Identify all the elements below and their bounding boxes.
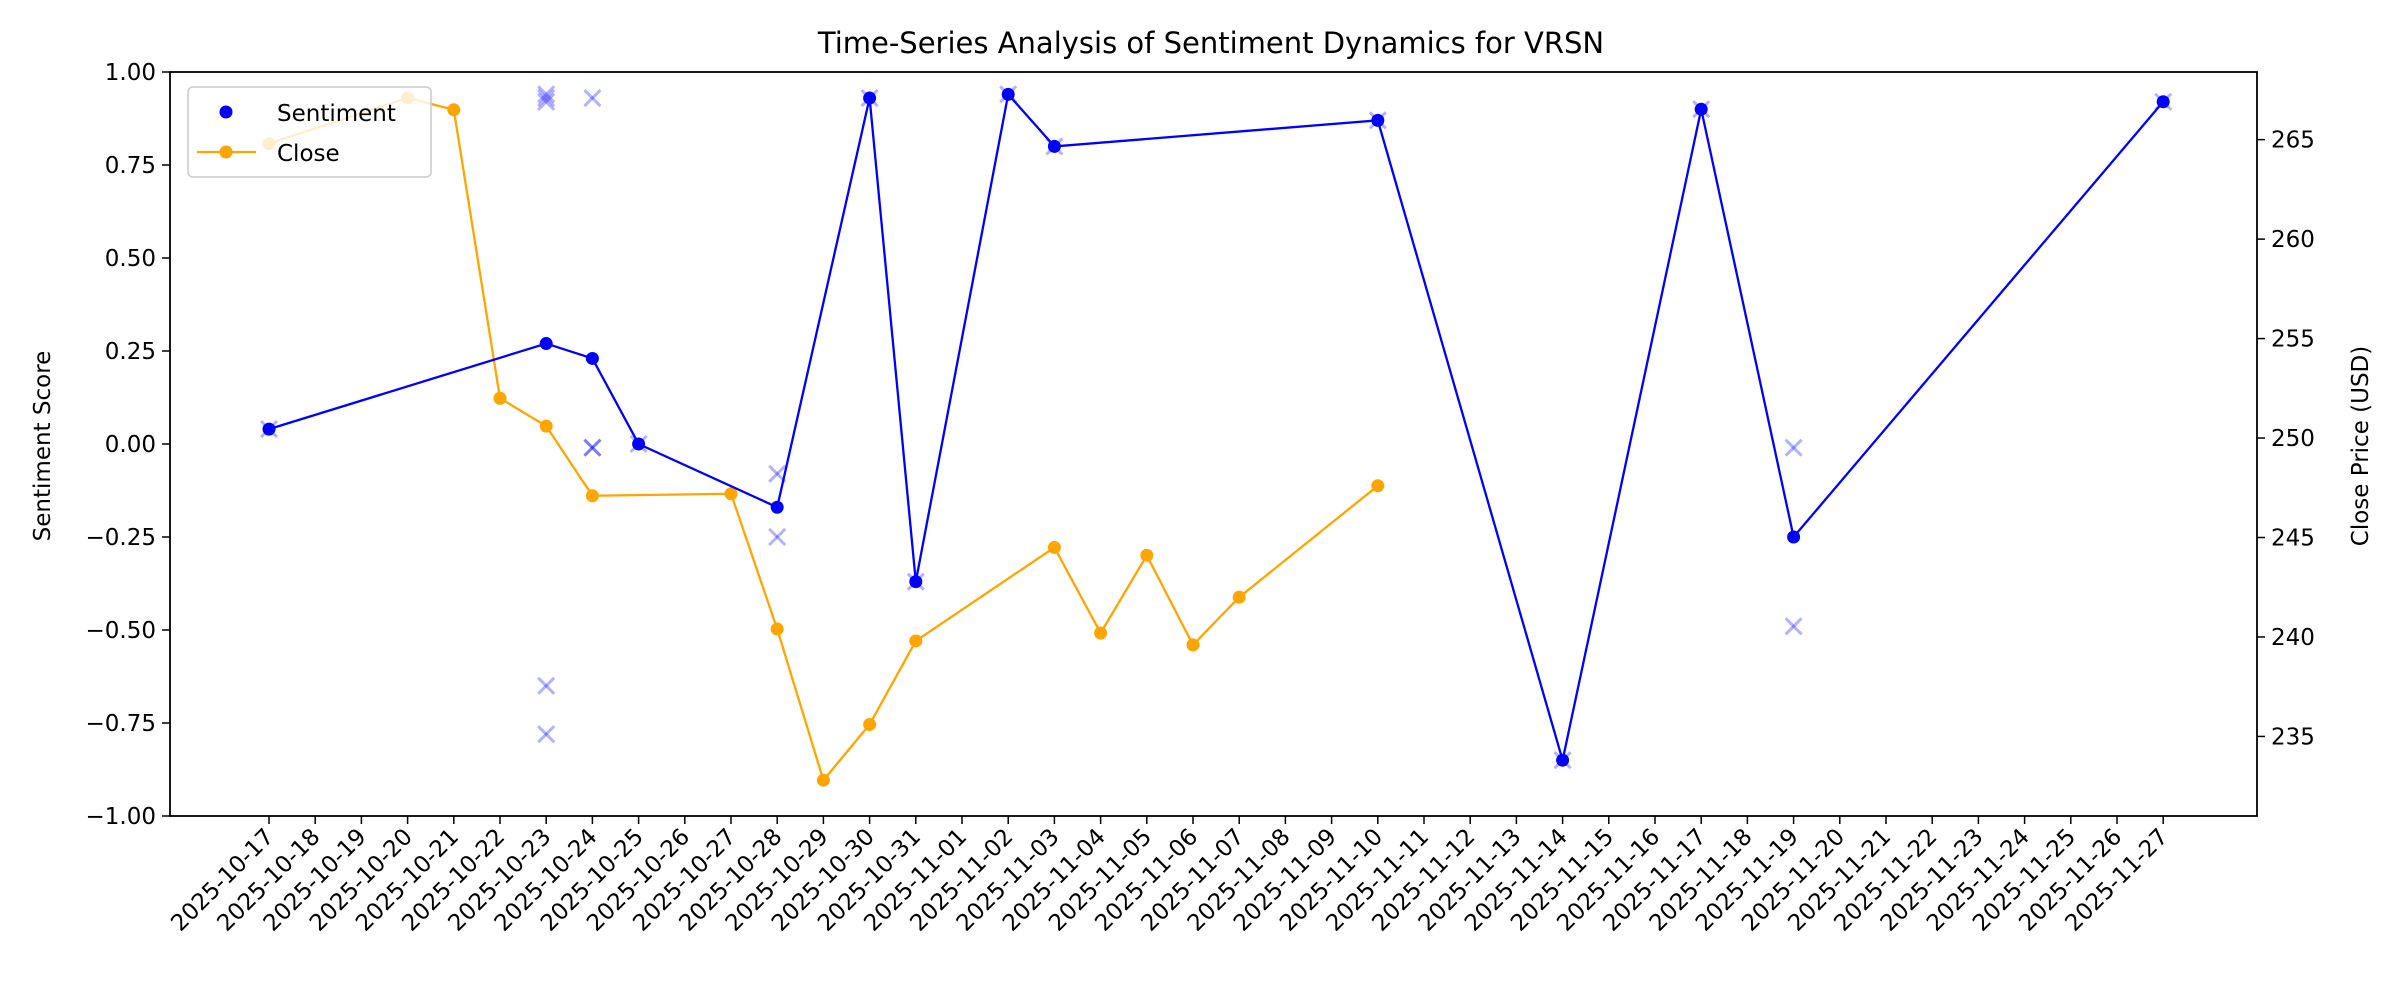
sentiment-point	[585, 351, 599, 365]
individual-score-x-marker	[537, 92, 556, 111]
x-axis: 2025-10-172025-10-182025-10-192025-10-20…	[166, 816, 2173, 937]
close-price-point	[1371, 479, 1385, 493]
y-axis-label-left: Sentiment Score	[30, 351, 56, 542]
close-price-point	[909, 634, 923, 648]
close-price-point	[1140, 548, 1154, 562]
y-tick-label-left: 1.00	[105, 60, 156, 86]
y-tick-label-left: −1.00	[86, 804, 156, 830]
y-tick-label-left: 0.25	[105, 339, 156, 365]
y-tick-label-right: 255	[2271, 327, 2315, 353]
sentiment-point	[1787, 530, 1801, 544]
legend-sentiment-marker-icon	[219, 105, 233, 119]
y-axis-right: 235 240 245 250 255 260 265	[2257, 128, 2315, 750]
chart-title: Time-Series Analysis of Sentiment Dynami…	[817, 26, 1604, 60]
sentiment-point	[1047, 139, 1061, 153]
individual-score-x-marker	[768, 527, 787, 547]
sentiment-point	[632, 437, 646, 451]
sentiment-point	[539, 337, 553, 351]
individual-score-x-marker	[537, 85, 556, 104]
sentiment-point	[262, 422, 276, 436]
sentiment-point	[1371, 113, 1385, 127]
legend-sentiment-label: Sentiment	[277, 101, 396, 127]
close-price-point	[1047, 540, 1061, 554]
close-price-point	[1094, 626, 1108, 640]
individual-score-x-marker	[537, 725, 556, 744]
sentiment-point	[1556, 753, 1570, 767]
y-tick-label-right: 235	[2271, 724, 2315, 750]
legend-box	[187, 86, 432, 178]
close-price-point	[863, 717, 877, 731]
y-tick-label-left: 0.50	[105, 246, 156, 272]
y-tick-label-right: 260	[2271, 227, 2315, 253]
individual-score-x-marker	[583, 438, 602, 457]
individual-score-x-marker	[583, 438, 602, 457]
y-axis-label-right: Close Price (USD)	[2348, 346, 2374, 546]
close-price-point	[539, 419, 553, 433]
close-price-point	[493, 391, 507, 405]
y-tick-label-right: 265	[2271, 128, 2315, 154]
individual-score-x-marker	[583, 88, 602, 108]
sentiment-point	[863, 91, 877, 105]
legend: Sentiment Close	[187, 86, 432, 178]
individual-score-x-marker	[537, 676, 556, 695]
plot-border	[169, 71, 2258, 817]
legend-close-marker-icon	[219, 145, 233, 159]
sentiment-line	[268, 91, 2165, 761]
y-tick-label-right: 250	[2271, 426, 2315, 452]
individual-score-x-marker	[1784, 617, 1803, 636]
y-tick-label-left: 0.75	[105, 153, 156, 179]
sentiment-point	[770, 500, 784, 514]
sentiment-point	[1694, 102, 1708, 116]
y-tick-label-left: 0.00	[105, 432, 156, 458]
sentiment-point	[1001, 87, 1015, 101]
y-axis-left: 1.00 0.75 0.50 0.25 0.00 −0.25 −0.50 −0.75 −1.00	[86, 60, 170, 830]
close-price-point	[447, 103, 461, 117]
series-layer	[259, 85, 2173, 787]
y-tick-label-left: −0.75	[86, 711, 156, 737]
y-tick-label-right: 245	[2271, 525, 2315, 551]
y-tick-label-left: −0.50	[86, 618, 156, 644]
close-price-point	[1232, 590, 1246, 604]
close-price-point	[1186, 638, 1200, 652]
individual-score-x-marker	[537, 88, 556, 108]
close-price-point	[770, 622, 784, 636]
close-price-point	[724, 487, 738, 501]
y-tick-label-right: 240	[2271, 625, 2315, 651]
y-tick-label-left: −0.25	[86, 525, 156, 551]
sentiment-point	[909, 575, 923, 589]
legend-close-label: Close	[277, 141, 340, 167]
close-price-line	[268, 96, 1379, 783]
plot-area	[169, 71, 2258, 817]
sentiment-point	[2156, 95, 2170, 109]
individual-score-x-marker	[1784, 438, 1803, 457]
close-price-point	[816, 773, 830, 787]
close-price-point	[585, 489, 599, 503]
